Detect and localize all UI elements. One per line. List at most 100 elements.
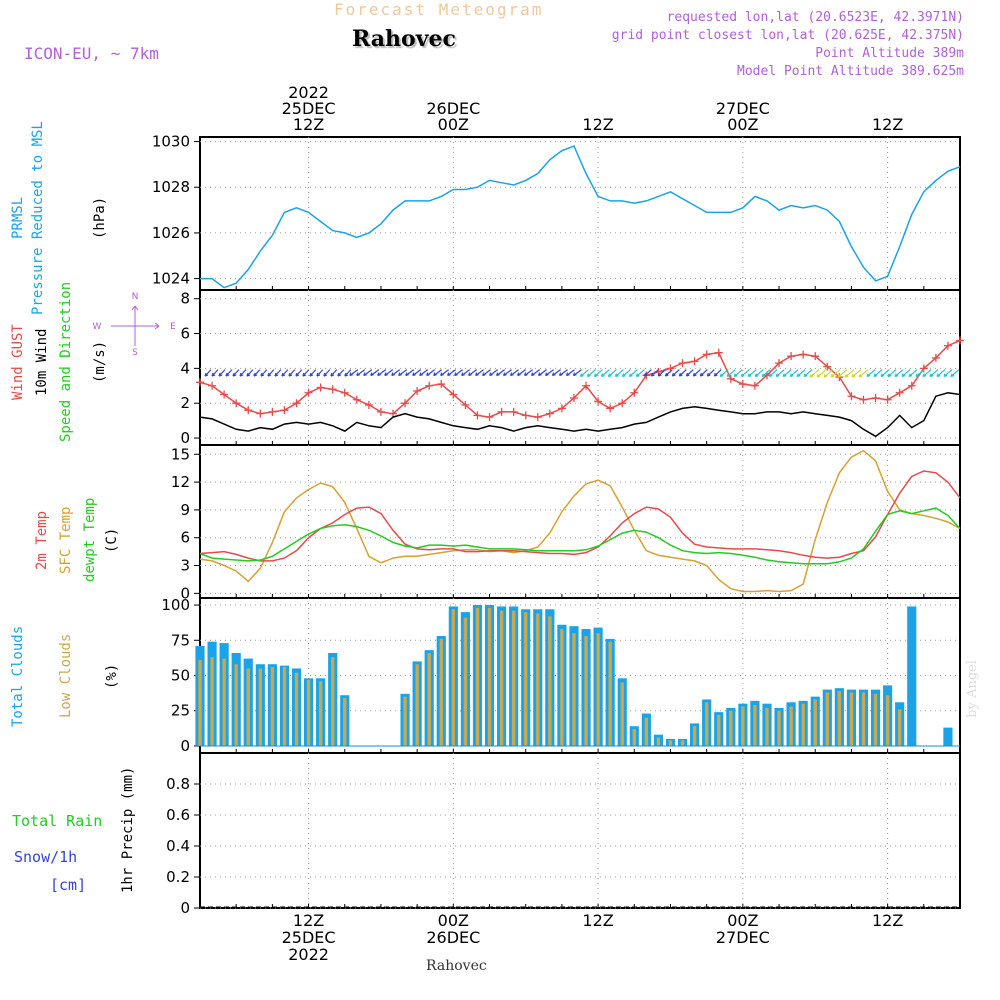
low-clouds-bar (282, 667, 287, 746)
low-clouds-bar (837, 691, 842, 746)
wind-gust-line-point (895, 388, 904, 397)
wind-gust-line-point (943, 341, 952, 350)
low-clouds-bar (258, 668, 263, 746)
low-clouds-bar (487, 607, 492, 746)
wind-direction-barb (678, 369, 687, 377)
wind-direction-barb (719, 369, 729, 378)
wind-direction-barb (232, 369, 240, 377)
temp-ytick-label: 9 (180, 501, 190, 519)
wind-direction-barb (551, 369, 561, 377)
wind-gust-line (199, 339, 961, 418)
wind-gust-line-point (196, 378, 204, 387)
bottom-time-label: 27DEC (716, 928, 770, 947)
wind-gust-line-point (304, 388, 313, 397)
wind-direction-barb (565, 369, 575, 377)
model-altitude: Model Point Altitude 389.625m (737, 64, 964, 79)
wind-direction-barb (844, 369, 855, 378)
wind-direction-barb (586, 369, 596, 378)
wind-direction-barb (330, 369, 338, 377)
bottom-time-label: 00Z (438, 911, 469, 930)
wind-direction-barb (614, 369, 624, 378)
low-clouds-bar (439, 638, 443, 746)
temp-ytick-label: 6 (180, 529, 190, 547)
wind-direction-barb (699, 369, 708, 377)
low-clouds-bar (343, 698, 347, 746)
wind-gust-line-point (823, 362, 832, 371)
wind-gust-line-point (714, 348, 723, 357)
wind-gust-line-point (678, 359, 687, 368)
precip-legend-entry: Total Rain (12, 812, 103, 830)
low-clouds-bar (596, 633, 600, 746)
wind-gust-line-point (726, 374, 735, 383)
low-clouds-bar (560, 629, 564, 746)
wind-direction-barb (288, 369, 296, 377)
low-clouds-bar (536, 613, 540, 746)
wind-direction-barb (544, 369, 554, 377)
wind-direction-barb (461, 369, 471, 377)
low-clouds-bar (885, 695, 890, 746)
top-time-label: 12Z (293, 115, 324, 134)
wind-direction-barb (419, 369, 429, 377)
compass-east: E (170, 322, 176, 332)
wind-gust-line-point (630, 388, 639, 397)
wind-gust-line-point (413, 387, 422, 396)
low-clouds-bar (644, 717, 649, 746)
wind-gust-line-point (473, 411, 482, 420)
compass-south: S (132, 348, 138, 358)
wind-direction-barb (323, 369, 331, 377)
wind-gust-line-point (919, 364, 928, 373)
precip-ytick-label: 0.4 (166, 837, 190, 855)
wind-direction-barb (643, 369, 652, 377)
top-time-label: 26DEC (426, 99, 480, 118)
wind-gust-line-point (931, 353, 940, 362)
model-label: ICON-EU, ~ 7km (24, 44, 159, 63)
wind-direction-barb (454, 369, 464, 377)
precip-ytick-label: 0.2 (166, 868, 190, 886)
wind-gust-line-point (220, 390, 229, 399)
wind-gust-line-point (521, 411, 530, 420)
low-clouds-bar (294, 672, 299, 746)
wind-ytick-label: 6 (180, 325, 190, 343)
wind-direction-barb (239, 369, 247, 377)
wind-direction-barb (349, 369, 359, 377)
wind-panel-frame (199, 289, 961, 446)
wind-direction-barb (281, 369, 289, 377)
wind-gust-line-point (557, 404, 566, 413)
wind-direction-barb (517, 369, 526, 377)
low-clouds-bar (620, 682, 624, 746)
wind-direction-barb (858, 369, 869, 378)
wind-direction-barb (621, 369, 631, 378)
wind-direction-barb (489, 369, 498, 377)
wind-gust-line-point (799, 350, 808, 359)
station-name: Rahovec (352, 26, 456, 52)
low-clouds-bar (415, 664, 419, 746)
low-clouds-bar (789, 706, 793, 746)
wind-gust-line-point (956, 336, 964, 345)
wind-direction-barb (768, 369, 778, 378)
low-clouds-bar (499, 610, 504, 746)
low-clouds-bar (656, 737, 661, 746)
wind-direction-barb (692, 369, 701, 377)
low-clouds-bar (729, 710, 733, 746)
dewpt-temp-line (199, 507, 961, 565)
low-clouds-bar (704, 702, 709, 746)
clouds-ytick-label: 100 (161, 596, 190, 614)
wind-direction-barb (218, 369, 226, 377)
bottom-time-label: 12Z (293, 911, 324, 930)
wind-gust-line-point (352, 395, 361, 404)
low-clouds-bar (572, 633, 576, 746)
wind-gust-line-point (594, 397, 603, 406)
wind-direction-barb (936, 369, 946, 378)
low-clouds-bar (511, 610, 516, 746)
clouds-ytick-label: 50 (171, 667, 190, 685)
wind-gust-line-point (775, 359, 784, 368)
wind-direction-barb (740, 369, 750, 378)
wind-gust-line-point (569, 393, 578, 402)
wind-direction-barb (377, 369, 387, 377)
wind-direction-barb (894, 369, 904, 378)
wind-direction-barb (267, 369, 275, 377)
pressure-ytick-label: 1030 (152, 133, 190, 151)
wind-direction-barb (211, 369, 219, 377)
wind-direction-barb (943, 369, 953, 378)
temp-ytick-label: 0 (180, 584, 190, 602)
